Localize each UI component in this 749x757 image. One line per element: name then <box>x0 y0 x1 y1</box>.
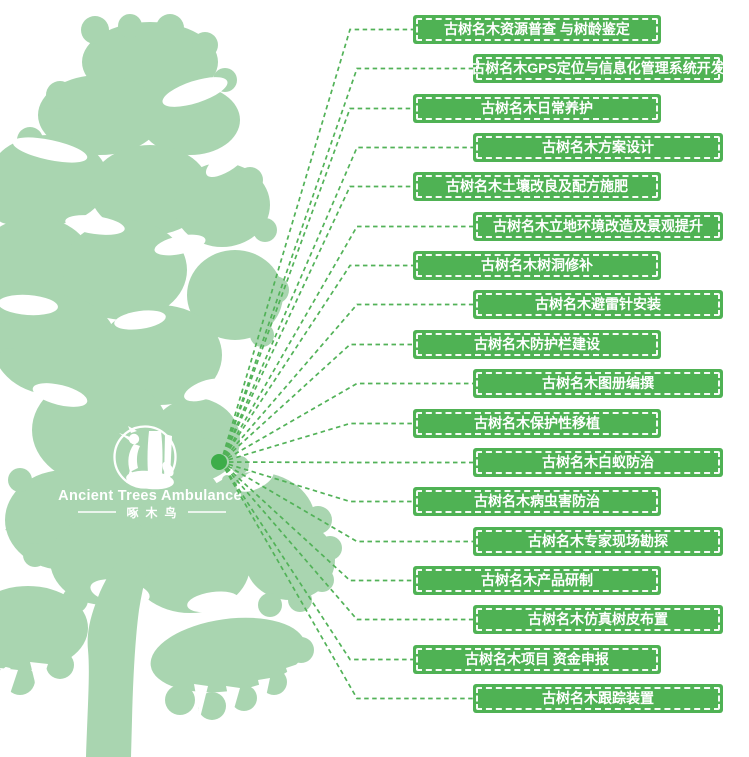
service-banner-17[interactable]: 古树名木项目 资金申报 <box>413 645 661 674</box>
service-label: 古树名木方案设计 <box>542 139 654 155</box>
service-label: 古树名木树洞修补 <box>481 257 593 273</box>
service-banner-5[interactable]: 古树名木土壤改良及配方施肥 <box>413 172 661 201</box>
service-label: 古树名木立地环境改造及景观提升 <box>493 218 703 234</box>
service-banner-8[interactable]: 古树名木避雷针安装 <box>473 290 723 319</box>
service-banner-3[interactable]: 古树名木日常养护 <box>413 94 661 123</box>
hub-dot <box>211 454 227 470</box>
connector-line <box>220 185 413 463</box>
service-banner-10[interactable]: 古树名木图册编撰 <box>473 369 723 398</box>
connector-line <box>220 461 413 582</box>
service-label: 古树名木跟踪装置 <box>542 690 654 706</box>
service-banner-1[interactable]: 古树名木资源普查 与树龄鉴定 <box>413 15 661 44</box>
service-label: 古树名木项目 资金申报 <box>465 651 609 667</box>
tree-trunk-branches <box>0 518 314 757</box>
service-label: 古树名木专家现场勘探 <box>528 533 668 549</box>
connector-line <box>220 461 473 464</box>
service-banner-6[interactable]: 古树名木立地环境改造及景观提升 <box>473 212 723 241</box>
connector-line <box>220 67 473 463</box>
logo-subtitle: 啄木鸟 <box>126 505 183 520</box>
service-label: 古树名木防护栏建设 <box>474 336 600 352</box>
service-label: 古树名木资源普查 与树龄鉴定 <box>444 21 630 37</box>
branch-finger-gaps <box>0 662 298 718</box>
connector-line <box>220 461 413 503</box>
service-label: 古树名木病虫害防治 <box>474 493 600 509</box>
logo: Ancient Trees Ambulance 啄木鸟 <box>58 425 242 520</box>
connector-line <box>220 146 473 463</box>
logo-title: Ancient Trees Ambulance <box>58 488 242 504</box>
service-banner-13[interactable]: 古树名木病虫害防治 <box>413 487 661 516</box>
service-label: 古树名木土壤改良及配方施肥 <box>446 178 628 194</box>
connector-line <box>220 461 473 621</box>
service-banner-16[interactable]: 古树名木仿真树皮布置 <box>473 605 723 634</box>
connector-line <box>220 461 473 543</box>
connector-line <box>220 264 413 463</box>
service-banner-14[interactable]: 古树名木专家现场勘探 <box>473 527 723 556</box>
connector-line <box>220 422 413 463</box>
service-banner-7[interactable]: 古树名木树洞修补 <box>413 251 661 280</box>
service-label: 古树名木避雷针安装 <box>535 296 661 312</box>
service-label: 古树名木GPS定位与信息化管理系统开发 <box>471 60 725 76</box>
service-banner-18[interactable]: 古树名木跟踪装置 <box>473 684 723 713</box>
service-label: 古树名木保护性移植 <box>474 415 600 431</box>
service-banner-9[interactable]: 古树名木防护栏建设 <box>413 330 661 359</box>
woodpecker-circle-icon <box>113 425 177 489</box>
connector-line <box>220 28 413 463</box>
service-banner-2[interactable]: 古树名木GPS定位与信息化管理系统开发 <box>471 54 725 83</box>
service-label: 古树名木日常养护 <box>481 100 593 116</box>
service-banner-15[interactable]: 古树名木产品研制 <box>413 566 661 595</box>
connector-line <box>220 382 473 463</box>
connector-line <box>220 461 413 661</box>
service-label: 古树名木仿真树皮布置 <box>528 611 668 627</box>
service-banner-12[interactable]: 古树名木白蚁防治 <box>473 448 723 477</box>
service-label: 古树名木产品研制 <box>481 572 593 588</box>
service-banner-4[interactable]: 古树名木方案设计 <box>473 133 723 162</box>
connector-line <box>220 303 473 463</box>
service-label: 古树名木图册编撰 <box>542 375 654 391</box>
connector-line <box>220 461 473 700</box>
connector-line <box>220 107 413 463</box>
service-label: 古树名木白蚁防治 <box>542 454 654 470</box>
logo-subtitle-row: 啄木鸟 <box>78 505 226 520</box>
tree-canopy <box>0 14 342 617</box>
service-banner-11[interactable]: 古树名木保护性移植 <box>413 409 661 438</box>
connector-line <box>220 225 473 463</box>
connector-line <box>220 343 413 463</box>
